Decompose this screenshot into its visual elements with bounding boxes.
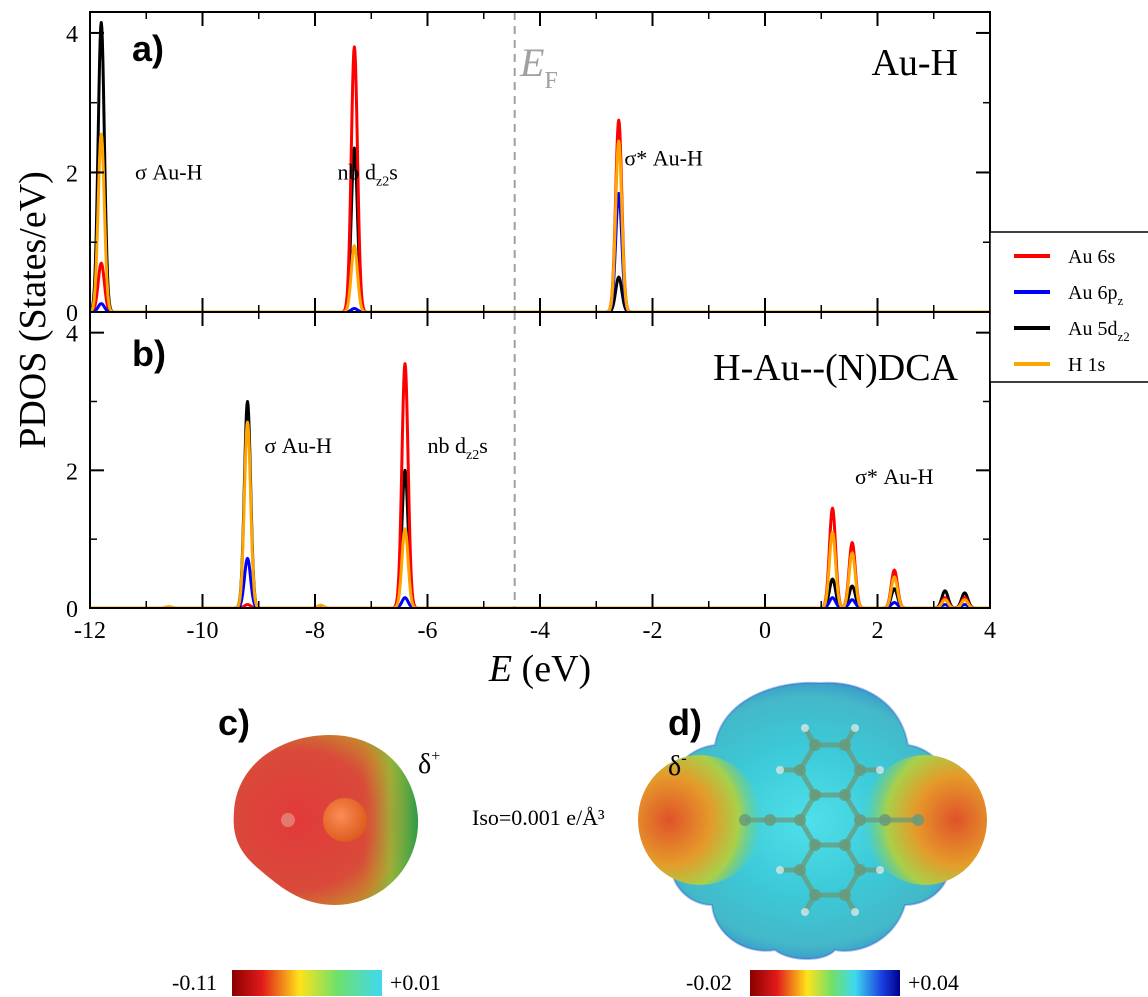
y-tick-label: 2 [66,459,78,485]
peak-label: nb dz2s [428,433,488,463]
panel-a-ticks: 0 2 4 [66,12,991,327]
scale-min-d: -0.02 [686,970,732,995]
x-tick-label: -4 [530,618,550,644]
legend: Au 6s Au 6pz Au 5dz2 H 1s [989,231,1148,383]
system-label-a: Au-H [871,42,958,84]
panel-c: c) δ+ -0.11 +0.01 [172,702,441,996]
x-tick-label: -2 [643,618,663,644]
y-tick-label: 4 [66,322,78,348]
system-label-b: H-Au--(N)DCA [713,347,958,389]
peak-label: σ Au-H [264,433,332,458]
panel-d: d) [638,681,987,996]
legend-label: Au 6s [1068,246,1115,268]
panel-label-a: a) [132,28,164,69]
color-scale-c [232,970,382,996]
hydrogen-atoms [776,724,884,916]
series-line-a-h-1s [90,132,990,312]
molecule-atoms [739,739,924,901]
x-axis-label: E (eV) [488,648,591,690]
panel-b: -12 -10 -8 -6 -4 -2 0 2 4 0 2 4 b) H-Au--(N)DCA σ A… [66,311,996,644]
legend-label: Au 5dz2 [1068,318,1130,344]
legend-items: Au 6s Au 6pz Au 5dz2 H 1s [1014,246,1130,376]
panel-label-c: c) [218,702,250,743]
x-tick-label: 2 [872,618,884,644]
legend-label: H 1s [1068,354,1105,376]
series-line-b-h-1s [90,420,990,608]
x-tick-label: -6 [418,618,438,644]
peak-labels-a: σ Au-H nb dz2s σ* Au-H [135,145,703,189]
y-tick-label: 2 [66,161,78,187]
h-atom [281,813,295,827]
scale-max-d: +0.04 [908,970,959,995]
x-tick-label: -10 [187,618,219,644]
au-atom [323,798,367,842]
peak-label: σ* Au-H [855,464,934,489]
peak-labels-b: σ Au-H nb dz2s σ* Au-H [264,433,933,489]
series-line-a-au-6s [90,45,990,312]
panel-label-d: d) [668,702,702,743]
charge-label-d: δ- [668,750,687,782]
x-tick-label: -12 [74,618,106,644]
fermi-label: EF [519,40,558,94]
peak-label: σ* Au-H [624,145,703,170]
scale-max-c: +0.01 [390,970,441,995]
right-lobe [863,755,987,885]
color-scale-d [750,970,900,996]
legend-label: Au 6pz [1068,282,1123,308]
iso-label: Iso=0.001 e/Å³ [472,805,605,830]
peak-label: σ Au-H [135,159,203,184]
y-tick-label: 0 [66,597,78,623]
x-tick-label: 0 [759,618,771,644]
series-line-a-au-6pz [90,191,990,312]
x-tick-label: 4 [984,618,996,644]
panel-label-b: b) [132,333,166,374]
scale-min-c: -0.11 [172,970,217,995]
x-tick-label: -8 [305,618,325,644]
y-tick-label: 4 [66,22,78,48]
left-lobe [638,755,762,885]
charge-label-c: δ+ [418,748,440,780]
y-tick-label: 0 [66,301,78,327]
panel-b-ticks: -12 -10 -8 -6 -4 -2 0 2 4 0 2 4 [66,312,996,644]
peak-label: nb dz2s [338,159,398,189]
y-axis-label: PDOS (States/eV) [12,171,54,449]
panel-a: 0 2 4 a) Au-H EF σ Au-H nb dz2s σ* Au-H [66,11,991,327]
